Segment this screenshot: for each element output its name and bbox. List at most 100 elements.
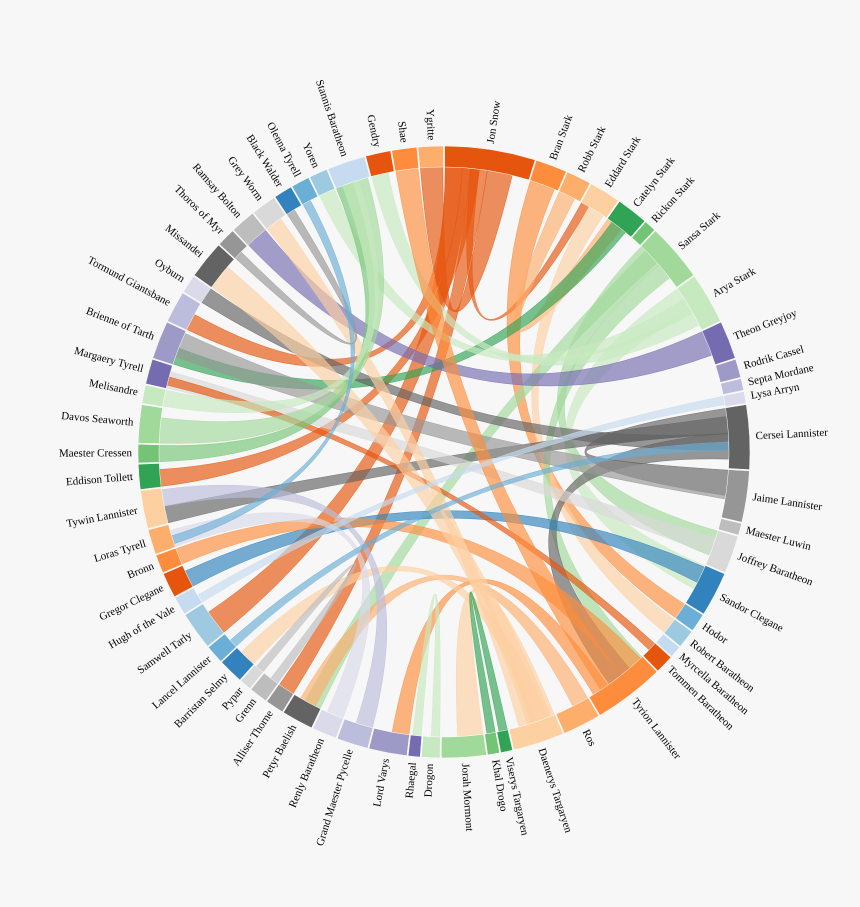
node-arc bbox=[529, 159, 567, 192]
node-label: Tyrion Lannister bbox=[629, 696, 683, 762]
node-arc bbox=[233, 212, 267, 246]
node-arc bbox=[283, 694, 321, 729]
node-label: Margaery Tyrell bbox=[73, 345, 145, 375]
node-label: Arya Stark bbox=[710, 265, 758, 300]
node-arc bbox=[266, 683, 294, 713]
node-arc bbox=[274, 186, 302, 215]
node-label: Jaime Lannister bbox=[752, 491, 823, 513]
node-arc bbox=[496, 729, 513, 753]
node-label: Tywin Lannister bbox=[65, 505, 139, 531]
node-label: Maester Luwin bbox=[744, 525, 812, 554]
node-arc bbox=[145, 358, 173, 389]
node-label: Eddard Stark bbox=[603, 134, 644, 190]
node-arc bbox=[721, 469, 750, 523]
node-label: Shae bbox=[395, 121, 410, 144]
node-label: Maester Cressen bbox=[59, 447, 133, 459]
node-label: Jorah Mormont bbox=[459, 763, 475, 832]
node-arc bbox=[253, 197, 287, 230]
node-arc bbox=[723, 391, 747, 407]
node-arc bbox=[368, 727, 410, 757]
node-label: Jon Snow bbox=[485, 100, 503, 144]
node-arc bbox=[640, 230, 695, 288]
node-arc bbox=[309, 169, 336, 197]
node-arc bbox=[655, 633, 680, 657]
node-arc bbox=[720, 378, 745, 395]
node-arc bbox=[291, 177, 319, 205]
node-arc bbox=[441, 733, 487, 759]
node-arc bbox=[417, 145, 444, 169]
node-label: Petyr Baelish bbox=[260, 722, 299, 780]
node-arc bbox=[484, 731, 500, 756]
node-label: Oyburn bbox=[152, 257, 187, 286]
node-label: Davos Seaworth bbox=[61, 410, 135, 429]
node-label: Daenerys Targaryen bbox=[535, 747, 574, 835]
node-label: Bran Stark bbox=[547, 113, 575, 162]
node-label: Ros bbox=[580, 728, 598, 749]
node-arc bbox=[167, 292, 201, 331]
node-arc bbox=[182, 275, 212, 304]
node-arc bbox=[407, 734, 423, 758]
node-arc bbox=[155, 547, 183, 574]
node-arc bbox=[558, 171, 591, 202]
node-label: Eddison Tollett bbox=[66, 471, 134, 488]
node-arc bbox=[147, 524, 176, 555]
node-arc bbox=[508, 714, 564, 751]
node-arc bbox=[140, 487, 169, 530]
node-label: Rhaegal bbox=[404, 762, 419, 799]
node-arc bbox=[219, 230, 248, 259]
node-arc bbox=[717, 518, 742, 536]
node-label: Yoren bbox=[300, 141, 322, 170]
node-label: Melisandre bbox=[88, 377, 139, 398]
node-arc bbox=[607, 200, 646, 238]
chord bbox=[159, 167, 480, 487]
node-arc bbox=[336, 718, 374, 749]
node-label: Robb Stark bbox=[576, 124, 609, 174]
node-arc bbox=[444, 145, 536, 181]
node-label: Samwell Tarly bbox=[135, 629, 194, 677]
node-arc bbox=[675, 603, 704, 631]
node-arc bbox=[193, 244, 235, 288]
node-label: Loras Tyrell bbox=[93, 538, 148, 565]
node-arc bbox=[137, 444, 160, 464]
node-arc bbox=[312, 709, 344, 739]
node-arc bbox=[391, 146, 419, 172]
node-arc bbox=[685, 565, 726, 615]
node-label: Grand Maester Pycelle bbox=[314, 748, 356, 848]
node-label: Renly Baratheon bbox=[287, 736, 327, 809]
node-arc bbox=[676, 275, 721, 331]
node-arc bbox=[221, 647, 255, 681]
node-arc bbox=[162, 565, 194, 598]
node-arc bbox=[588, 656, 658, 716]
node-arc bbox=[663, 618, 693, 647]
node-label: Joffrey Baratheon bbox=[736, 551, 815, 589]
node-arc bbox=[701, 321, 736, 365]
node-arc bbox=[327, 156, 371, 189]
node-arc bbox=[208, 633, 237, 662]
node-arc bbox=[240, 664, 264, 689]
node-arc bbox=[184, 603, 225, 647]
node-label: Gendry bbox=[364, 114, 383, 149]
node-arc bbox=[421, 735, 441, 759]
node-arc bbox=[250, 672, 279, 702]
node-arc bbox=[715, 358, 742, 383]
node-arc bbox=[705, 530, 739, 574]
node-label: Sandor Clegane bbox=[718, 591, 786, 634]
node-label: Stannis Baratheon bbox=[313, 78, 350, 158]
node-arc bbox=[631, 221, 655, 246]
node-arc bbox=[580, 183, 619, 219]
node-arc bbox=[152, 321, 187, 365]
node-arc bbox=[174, 587, 203, 615]
node-label: Lord Varys bbox=[371, 757, 392, 807]
node-arc bbox=[137, 404, 163, 444]
chords bbox=[158, 166, 730, 738]
node-arc bbox=[642, 642, 672, 672]
node-arc bbox=[365, 150, 395, 177]
node-label: Cersei Lannister bbox=[755, 427, 828, 443]
node-label: Hodor bbox=[700, 621, 730, 647]
node-arc bbox=[725, 404, 751, 470]
node-arc bbox=[141, 384, 167, 407]
node-arc bbox=[137, 463, 162, 490]
node-label: Bronn bbox=[126, 560, 156, 581]
node-label: Drogon bbox=[423, 763, 436, 798]
